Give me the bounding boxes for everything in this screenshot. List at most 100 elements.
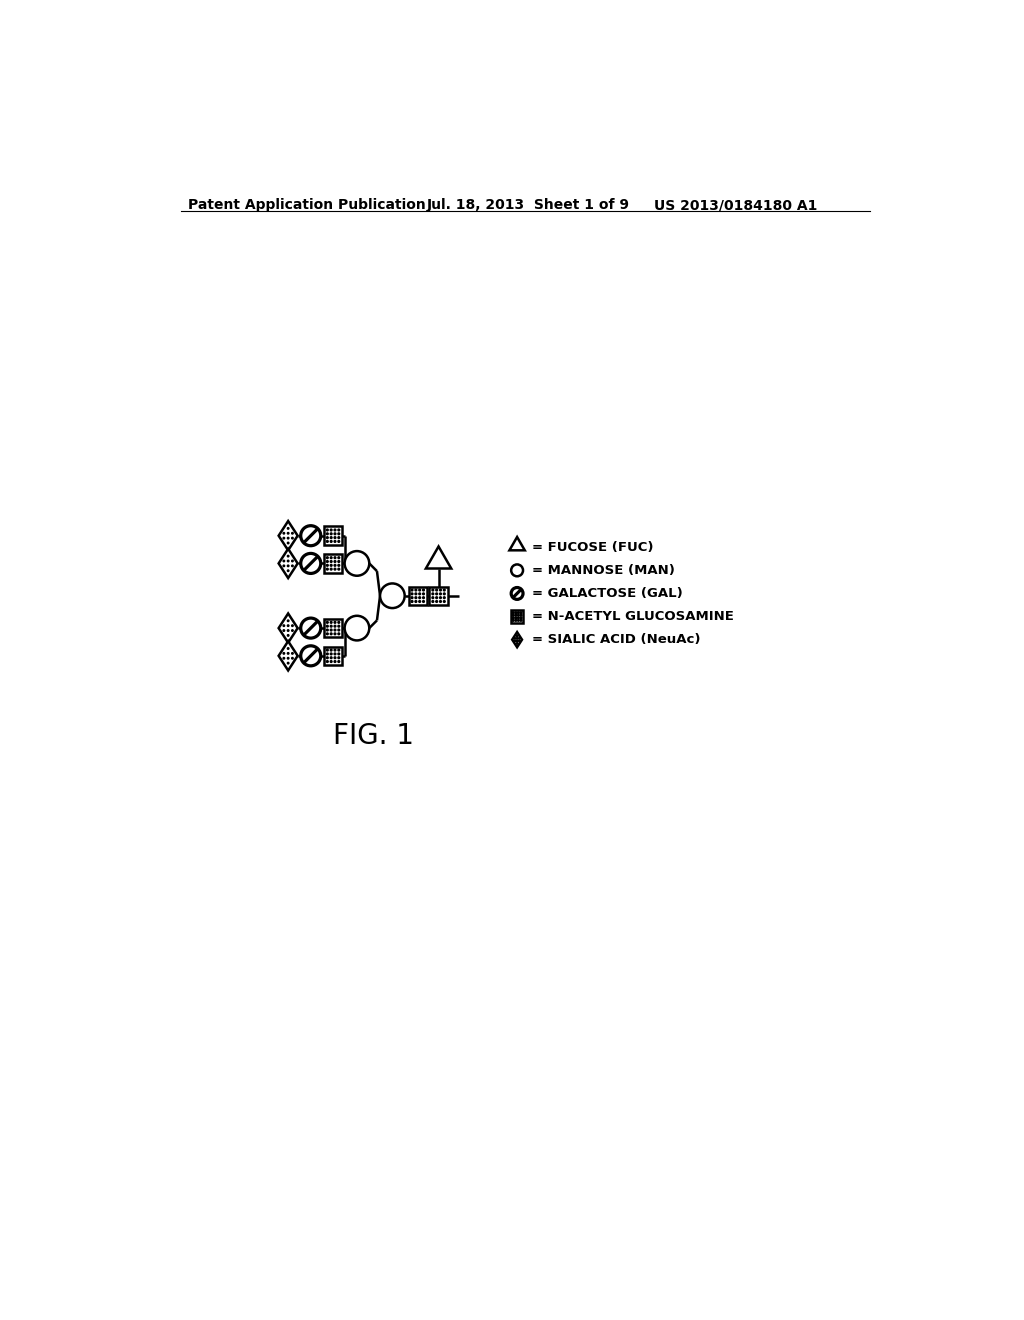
Circle shape (338, 529, 340, 531)
Circle shape (338, 649, 340, 651)
Circle shape (334, 561, 336, 562)
Polygon shape (512, 632, 522, 647)
Circle shape (301, 553, 321, 573)
Circle shape (338, 537, 340, 539)
Circle shape (292, 537, 293, 539)
Polygon shape (509, 537, 524, 550)
Circle shape (334, 557, 336, 558)
Circle shape (423, 593, 424, 595)
Circle shape (288, 556, 289, 557)
Polygon shape (279, 549, 298, 578)
Circle shape (338, 661, 340, 663)
Circle shape (331, 529, 332, 531)
Circle shape (439, 593, 441, 595)
Text: US 2013/0184180 A1: US 2013/0184180 A1 (654, 198, 817, 213)
Circle shape (334, 634, 336, 635)
Circle shape (517, 612, 519, 614)
Circle shape (334, 657, 336, 659)
Circle shape (288, 620, 289, 622)
Circle shape (338, 622, 340, 623)
Circle shape (331, 557, 332, 558)
Text: FIG. 1: FIG. 1 (333, 722, 414, 750)
Circle shape (331, 653, 332, 655)
Circle shape (327, 634, 329, 635)
Circle shape (439, 601, 441, 602)
Circle shape (520, 614, 522, 616)
Circle shape (331, 541, 332, 543)
Circle shape (288, 657, 289, 659)
Circle shape (511, 565, 523, 577)
Circle shape (334, 630, 336, 631)
Circle shape (412, 593, 413, 595)
Circle shape (288, 570, 289, 572)
Circle shape (327, 529, 329, 531)
Circle shape (292, 652, 293, 655)
Circle shape (338, 626, 340, 627)
Circle shape (516, 635, 518, 636)
Bar (324, 619, 342, 638)
Circle shape (345, 615, 370, 640)
Circle shape (516, 638, 518, 639)
Circle shape (415, 597, 417, 598)
Circle shape (419, 601, 421, 602)
Polygon shape (279, 521, 298, 550)
Circle shape (338, 565, 340, 566)
Circle shape (292, 532, 293, 535)
Circle shape (283, 565, 285, 566)
Circle shape (515, 614, 517, 616)
Bar (324, 554, 342, 573)
Circle shape (327, 557, 329, 558)
Circle shape (327, 561, 329, 562)
Circle shape (432, 601, 434, 602)
Circle shape (517, 614, 519, 616)
Circle shape (520, 612, 522, 614)
Circle shape (288, 648, 289, 649)
Text: = MANNOSE (MAN): = MANNOSE (MAN) (532, 564, 676, 577)
Circle shape (412, 601, 413, 602)
Circle shape (327, 661, 329, 663)
Circle shape (288, 532, 289, 535)
Circle shape (327, 565, 329, 566)
Bar (324, 647, 342, 665)
Circle shape (412, 589, 413, 591)
Circle shape (331, 561, 332, 562)
Circle shape (436, 597, 437, 598)
Circle shape (515, 616, 517, 619)
Circle shape (511, 587, 523, 599)
Circle shape (331, 630, 332, 631)
Circle shape (331, 622, 332, 623)
Circle shape (419, 593, 421, 595)
Circle shape (423, 601, 424, 602)
Circle shape (327, 569, 329, 570)
Circle shape (514, 640, 516, 642)
Circle shape (436, 593, 437, 595)
Circle shape (423, 597, 424, 598)
Circle shape (283, 537, 285, 539)
Circle shape (432, 597, 434, 598)
Circle shape (283, 657, 285, 659)
Circle shape (331, 537, 332, 539)
Polygon shape (279, 614, 298, 643)
Circle shape (419, 597, 421, 598)
Circle shape (520, 616, 522, 619)
Circle shape (338, 653, 340, 655)
Circle shape (301, 645, 321, 665)
Circle shape (512, 612, 514, 614)
Circle shape (415, 593, 417, 595)
Circle shape (327, 541, 329, 543)
Circle shape (331, 533, 332, 535)
Circle shape (334, 533, 336, 535)
Circle shape (288, 635, 289, 636)
Bar (409, 586, 427, 605)
Text: Patent Application Publication: Patent Application Publication (188, 198, 426, 213)
Circle shape (331, 626, 332, 627)
Circle shape (412, 597, 413, 598)
Circle shape (419, 589, 421, 591)
Circle shape (432, 593, 434, 595)
Circle shape (288, 565, 289, 566)
Text: = FUCOSE (FUC): = FUCOSE (FUC) (532, 541, 654, 554)
Circle shape (288, 543, 289, 544)
Circle shape (288, 652, 289, 655)
Circle shape (288, 537, 289, 539)
Circle shape (334, 626, 336, 627)
